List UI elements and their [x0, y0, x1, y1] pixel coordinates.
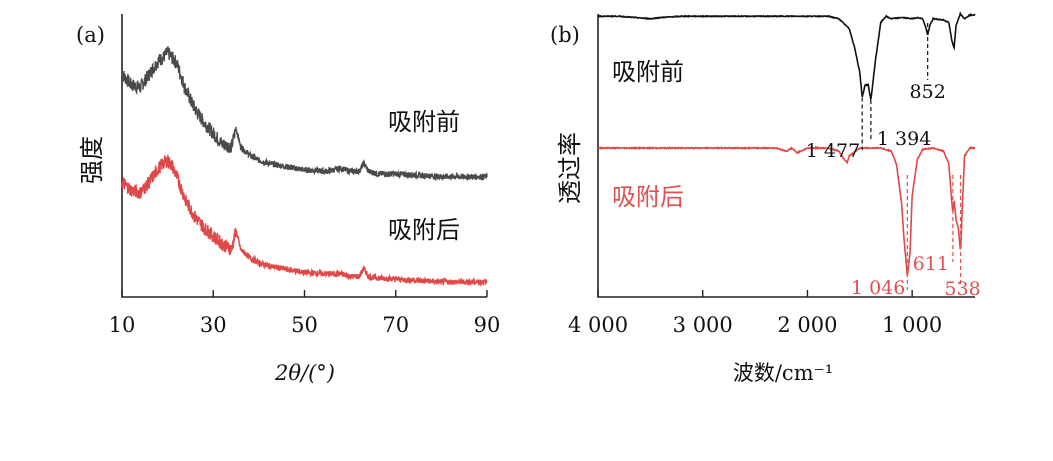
annotation-label: 538: [944, 278, 980, 300]
x-tick-label: 30: [200, 313, 227, 337]
panel-b-ticks: [597, 290, 913, 297]
series-line-before-a: [121, 46, 488, 182]
x-tick-label: 70: [382, 313, 409, 337]
x-tick-label: 50: [291, 313, 318, 337]
panel-a-xlabel: 2θ/(°): [274, 361, 335, 385]
x-tick-label: 90: [474, 313, 501, 337]
series-label-before-a: 吸附前: [388, 108, 460, 136]
panel-b-annotations: 1 477 1 394 852 1 046 611 538: [806, 23, 981, 300]
panel-b: (b) 4 000 3 000 2 000 1 000 吸附前 吸附后 1 4771 …: [550, 11, 981, 385]
panel-b-xlabel: 波数/cm⁻¹: [733, 361, 833, 385]
panel-a-ticks: [121, 290, 488, 297]
panel-a-axes: [121, 14, 487, 298]
annotation-label: 1 046: [851, 277, 905, 299]
series-line-before-b: [597, 11, 976, 101]
series-line-after-b: [597, 145, 976, 275]
x-tick-label: 2 000: [777, 313, 837, 337]
panel-b-label: (b): [550, 23, 580, 47]
annotation-label: 852: [910, 81, 946, 103]
annotation-label: 1 394: [877, 128, 931, 150]
series-label-after-a: 吸附后: [388, 216, 460, 244]
x-tick-label: 3 000: [673, 313, 733, 337]
panel-b-ylabel: 透过率: [556, 132, 584, 204]
panel-a: (a) 10 30 50 70 90 吸附前 吸附后 强度 2θ/(°): [76, 14, 500, 385]
annotation-label: 611: [913, 253, 949, 275]
panel-a-label: (a): [76, 23, 105, 47]
panel-b-tick-labels: 4 000 3 000 2 000 1 000: [568, 313, 942, 337]
panel-a-tick-labels: 10 30 50 70 90: [109, 313, 501, 337]
x-tick-label: 1 000: [882, 313, 942, 337]
series-label-before-b: 吸附前: [612, 58, 684, 86]
x-tick-label: 4 000: [568, 313, 628, 337]
annotation-label: 1 477: [806, 140, 860, 162]
x-tick-label: 10: [109, 313, 136, 337]
series-label-after-b: 吸附后: [612, 183, 684, 211]
series-line-after-a: [121, 154, 488, 288]
panel-a-ylabel: 强度: [78, 136, 106, 184]
